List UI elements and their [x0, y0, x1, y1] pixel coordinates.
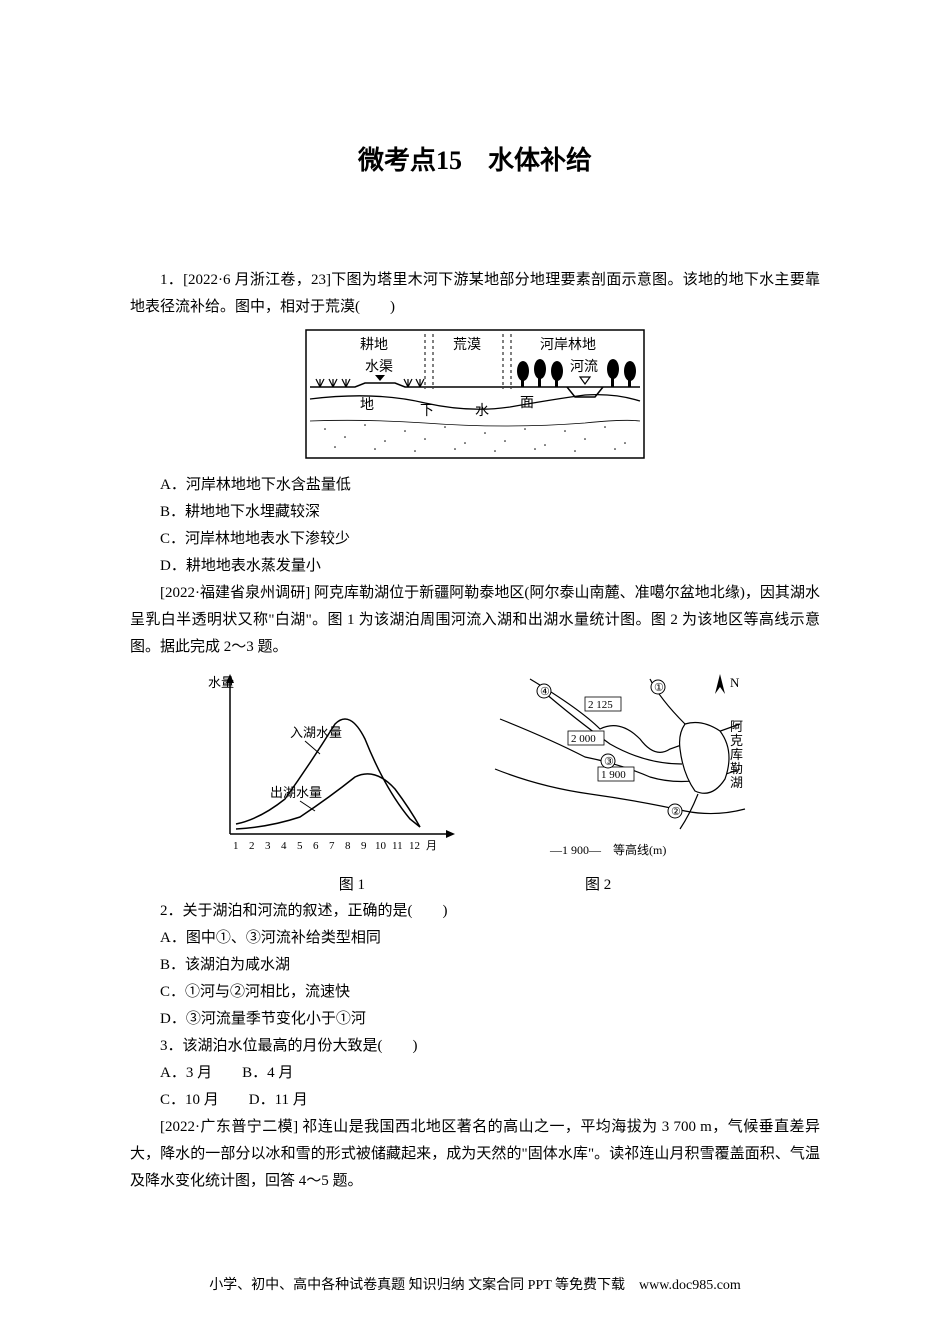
- figure-2-container: 水量 1 2 3 4 5 6 7 8 9 10 11 12 月 入湖水量 出湖水…: [130, 669, 820, 869]
- north-label: N: [730, 675, 740, 690]
- xt7: 8: [345, 840, 351, 852]
- gw-char-0: 地: [360, 397, 374, 413]
- q2-optC: C．①河与②河相比，流速快: [130, 979, 820, 1006]
- marker-4: ④: [540, 686, 550, 698]
- xt11: 12: [409, 840, 420, 852]
- q1-optC: C．河岸林地地表水下渗较少: [130, 526, 820, 553]
- passage-2: [2022·福建省泉州调研] 阿克库勒湖位于新疆阿勒泰地区(阿尔泰山南麓、准噶尔…: [130, 580, 820, 661]
- q3-stem: 3．该湖泊水位最高的月份大致是( ): [130, 1033, 820, 1060]
- contour-1900: 1 900: [601, 769, 626, 781]
- outflow-label: 出湖水量: [270, 785, 322, 800]
- q2-optD: D．③河流量季节变化小于①河: [130, 1006, 820, 1033]
- xt6: 7: [329, 840, 335, 852]
- caption-fig2: 图 2: [585, 873, 611, 894]
- gw-char-1: 下: [420, 404, 434, 419]
- page-footer: 小学、初中、高中各种试卷真题 知识归纳 文案合同 PPT 等免费下载 www.d…: [0, 1274, 950, 1294]
- contour-2125: 2 125: [588, 699, 613, 711]
- label-river: 河流: [570, 359, 598, 375]
- marker-3: ③: [604, 756, 614, 768]
- marker-1: ①: [654, 682, 664, 694]
- q2-stem: 2．关于湖泊和河流的叙述，正确的是( ): [130, 898, 820, 925]
- xt5: 6: [313, 840, 319, 852]
- gw-char-2: 水: [475, 403, 489, 419]
- q2-optA: A．图中①、③河流补给类型相同: [130, 925, 820, 952]
- xt12: 月: [426, 840, 437, 852]
- xt0: 1: [233, 840, 239, 852]
- xt1: 2: [249, 840, 255, 852]
- xt2: 3: [265, 840, 271, 852]
- lake-label: 阿克库勒湖: [730, 719, 743, 790]
- gw-char-3: 面: [520, 396, 534, 411]
- ylabel: 水量: [208, 675, 234, 690]
- xt9: 10: [375, 840, 387, 852]
- q3-optCD: C．10 月 D．11 月: [130, 1087, 820, 1114]
- q1-stem: 1．[2022·6 月浙江卷，23]下图为塔里木河下游某地部分地理要素剖面示意图…: [130, 267, 820, 321]
- marker-2: ②: [671, 806, 681, 818]
- inflow-label: 入湖水量: [290, 725, 342, 740]
- xt8: 9: [361, 840, 367, 852]
- passage-3: [2022·广东普宁二模] 祁连山是我国西北地区著名的高山之一，平均海拔为 3 …: [130, 1114, 820, 1195]
- page-title: 微考点15 水体补给: [130, 140, 820, 177]
- q1-optD: D．耕地地表水蒸发量小: [130, 553, 820, 580]
- xt10: 11: [392, 840, 403, 852]
- q2-optB: B．该湖泊为咸水湖: [130, 952, 820, 979]
- figure-2-right-svg: N 2 125 2 000 1 900 ① ② ③ ④ 阿克库勒湖 —1 900…: [490, 669, 750, 869]
- figure-2-captions: 图 1 图 2: [130, 873, 820, 894]
- q3-optAB: A．3 月 B．4 月: [130, 1060, 820, 1087]
- label-riparian: 河岸林地: [540, 337, 596, 353]
- figure-2-left-svg: 水量 1 2 3 4 5 6 7 8 9 10 11 12 月 入湖水量 出湖水…: [200, 669, 460, 869]
- label-desert: 荒漠: [453, 337, 481, 353]
- contour-2000: 2 000: [571, 733, 596, 745]
- legend-contour: —1 900— 等高线(m): [549, 842, 666, 857]
- q1-optB: B．耕地地下水埋藏较深: [130, 499, 820, 526]
- label-canal: 水渠: [365, 359, 393, 375]
- q1-optA: A．河岸林地地下水含盐量低: [130, 472, 820, 499]
- label-farmland: 耕地: [360, 336, 388, 353]
- xt4: 5: [297, 840, 303, 852]
- figure-1-container: 耕地 荒漠 河岸林地 水渠 河流 地: [130, 329, 820, 464]
- caption-fig1: 图 1: [339, 873, 365, 894]
- xt3: 4: [281, 840, 287, 852]
- figure-1-svg: 耕地 荒漠 河岸林地 水渠 河流 地: [305, 329, 645, 459]
